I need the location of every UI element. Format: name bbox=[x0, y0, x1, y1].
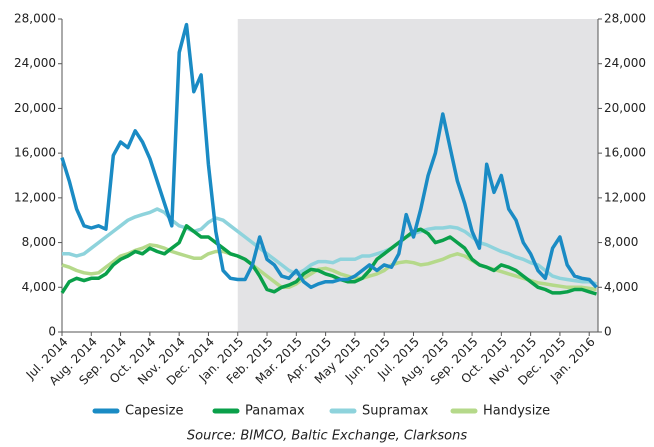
line-series bbox=[61, 243, 597, 292]
line-series bbox=[62, 207, 598, 286]
y-tick-label: 0 bbox=[48, 325, 56, 339]
y-tick-label: 20,000 bbox=[604, 101, 646, 115]
y-tick-label: 4,000 bbox=[22, 280, 56, 294]
y-tick-label: 16,000 bbox=[14, 146, 56, 160]
y-tick-label: 20,000 bbox=[14, 101, 56, 115]
legend-label: Capesize bbox=[125, 404, 184, 419]
y-tick-label: 16,000 bbox=[604, 146, 646, 160]
y-tick-label: 8,000 bbox=[22, 235, 56, 249]
y-tick-label: 28,000 bbox=[604, 12, 646, 26]
line-series bbox=[60, 224, 598, 296]
y-tick-label: 12,000 bbox=[604, 190, 646, 204]
y-tick-label: 28,000 bbox=[14, 12, 56, 26]
y-tick-label: 12,000 bbox=[14, 190, 56, 204]
source: Source: BIMCO, Baltic Exchange, Clarkson… bbox=[187, 429, 467, 444]
y-tick-label: 8,000 bbox=[604, 235, 638, 249]
y-tick-label: 4,000 bbox=[604, 280, 638, 294]
y-tick-label: 24,000 bbox=[604, 56, 646, 70]
legend-label: Panamax bbox=[245, 404, 305, 419]
y-tick-label: 24,000 bbox=[14, 56, 56, 70]
legend-label: Supramax bbox=[362, 404, 429, 419]
legend-label: Handysize bbox=[483, 404, 550, 419]
y-tick-label: 0 bbox=[604, 325, 612, 339]
line-series bbox=[60, 22, 598, 290]
